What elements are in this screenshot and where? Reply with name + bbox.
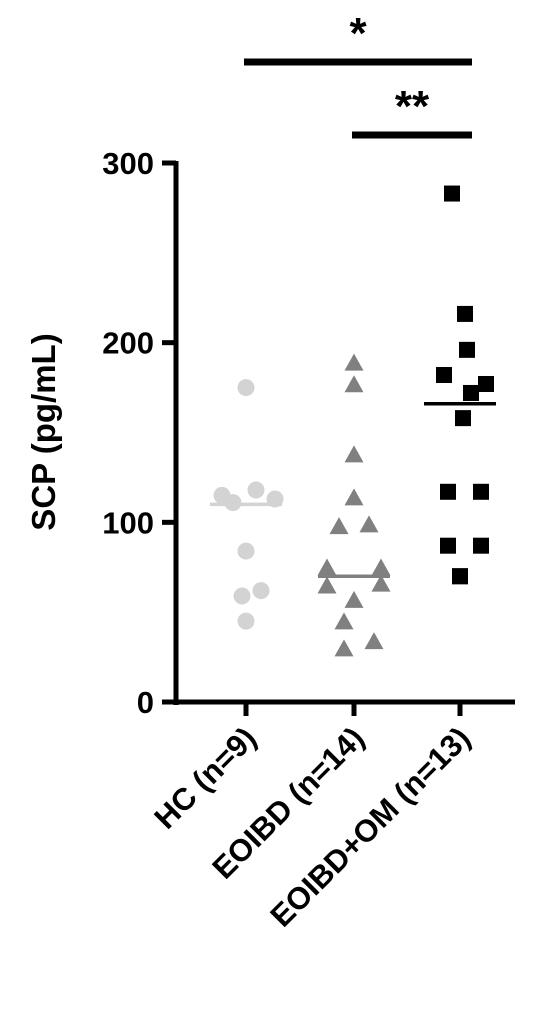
hc-point (233, 587, 251, 605)
y-tick-label: 300 (102, 146, 154, 181)
eoibd-point (344, 375, 364, 393)
hc-point (237, 542, 255, 560)
hc-point (252, 582, 270, 600)
x-tick-label: HC (n=9) (147, 720, 262, 835)
y-tick-label: 200 (102, 326, 154, 361)
hc-point (247, 481, 265, 499)
eoibd-point (334, 612, 354, 630)
hc-point (224, 494, 242, 512)
eoibd-point (317, 576, 337, 594)
eoibd-point (317, 558, 337, 576)
eoibd-point (344, 445, 364, 463)
eoibd-om-point (459, 341, 475, 358)
eoibd-point (371, 574, 391, 592)
eoibd-om-point (444, 185, 460, 202)
eoibd-point (371, 558, 391, 576)
eoibd-om-point (473, 537, 489, 554)
eoibd-om-point (440, 537, 456, 554)
significance-label: ** (395, 82, 430, 131)
eoibd-point (344, 590, 364, 608)
y-tick-label: 0 (137, 685, 154, 720)
eoibd-om-point (455, 410, 471, 427)
eoibd-point (359, 515, 379, 533)
eoibd-point (364, 632, 384, 650)
eoibd-om-point (463, 384, 479, 401)
eoibd-om-point (440, 483, 456, 500)
data-points (210, 185, 496, 657)
hc-point (237, 379, 255, 397)
eoibd-point (334, 639, 354, 657)
eoibd-om-point (478, 375, 494, 392)
eoibd-om-point (457, 305, 473, 322)
significance-brackets: *** (244, 9, 472, 139)
eoibd-om-point (452, 568, 468, 585)
x-tick-label: EOIBD+OM (n=13) (263, 720, 477, 934)
y-tick-label: 100 (102, 505, 154, 540)
hc-point (237, 612, 255, 630)
y-axis-label: SCP (pg/mL) (25, 333, 62, 530)
eoibd-om-point (436, 367, 452, 384)
eoibd-om-point (473, 483, 489, 500)
eoibd-point (344, 353, 364, 371)
significance-label: * (349, 9, 367, 58)
eoibd-point (329, 517, 349, 535)
eoibd-point (344, 488, 364, 506)
